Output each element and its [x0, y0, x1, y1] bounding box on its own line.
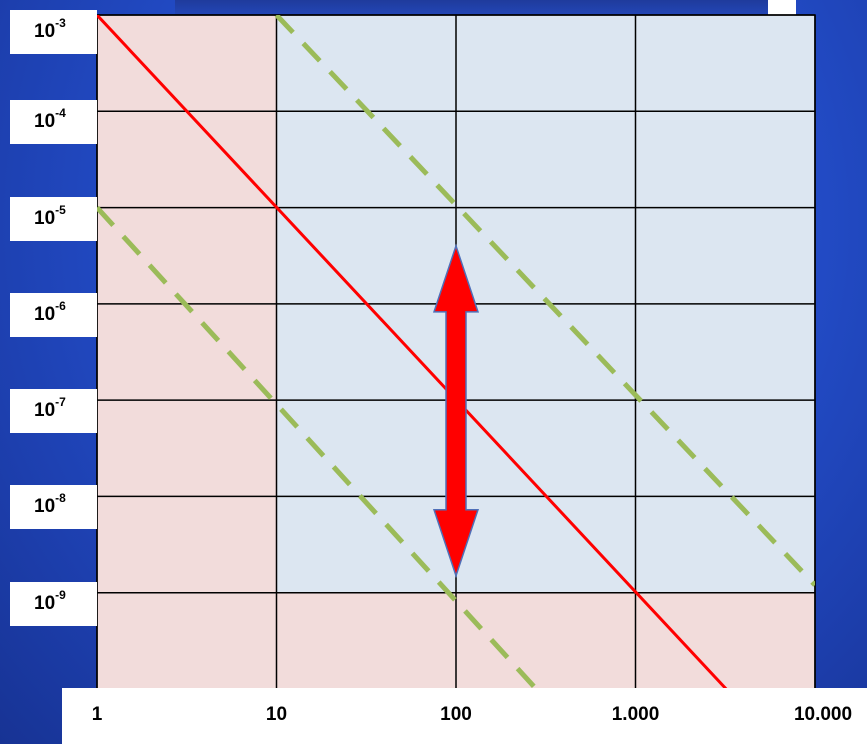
x-tick-label: 1.000: [611, 704, 660, 725]
x-tick-label: 10: [265, 704, 288, 725]
y-tick-base: 10: [34, 111, 56, 133]
x-tick-label: 100: [440, 704, 472, 725]
x-tick-label: 1: [91, 704, 103, 725]
y-tick-base: 10: [34, 400, 56, 422]
y-tick-label: 10-9: [10, 581, 97, 626]
y-tick-exponent: -6: [55, 298, 66, 313]
top-decoration-bar: [175, 0, 768, 16]
y-tick-base: 10: [34, 592, 56, 614]
y-tick-exponent: -8: [55, 491, 66, 506]
y-tick-exponent: -9: [55, 587, 66, 602]
double-arrow-annotation: [432, 243, 480, 579]
y-tick-exponent: -5: [55, 202, 66, 217]
y-tick-label: 10-3: [10, 10, 97, 54]
series-line-0: [97, 15, 728, 689]
y-tick-label: 10-5: [10, 196, 97, 241]
y-tick-exponent: -3: [55, 16, 66, 30]
y-tick-exponent: -7: [55, 395, 66, 410]
y-tick-base: 10: [34, 303, 56, 325]
y-tick-base: 10: [34, 207, 56, 229]
region-excluded-low-y: [276, 592, 815, 689]
y-tick-exponent: -4: [55, 106, 66, 121]
x-tick-label: 10.000: [793, 704, 853, 725]
y-tick-label: 10-7: [10, 389, 97, 434]
y-tick-base: 10: [34, 21, 56, 42]
series-line-2: [97, 205, 539, 689]
y-tick-label: 10-4: [10, 100, 97, 145]
y-tick-label: 10-8: [10, 485, 97, 530]
region-excluded-low-x: [97, 15, 277, 689]
y-tick-base: 10: [34, 496, 56, 518]
series-line-1: [274, 15, 815, 587]
x-axis-label-band: [62, 688, 867, 744]
top-decoration-box: [768, 0, 796, 16]
y-tick-label: 10-6: [10, 292, 97, 337]
